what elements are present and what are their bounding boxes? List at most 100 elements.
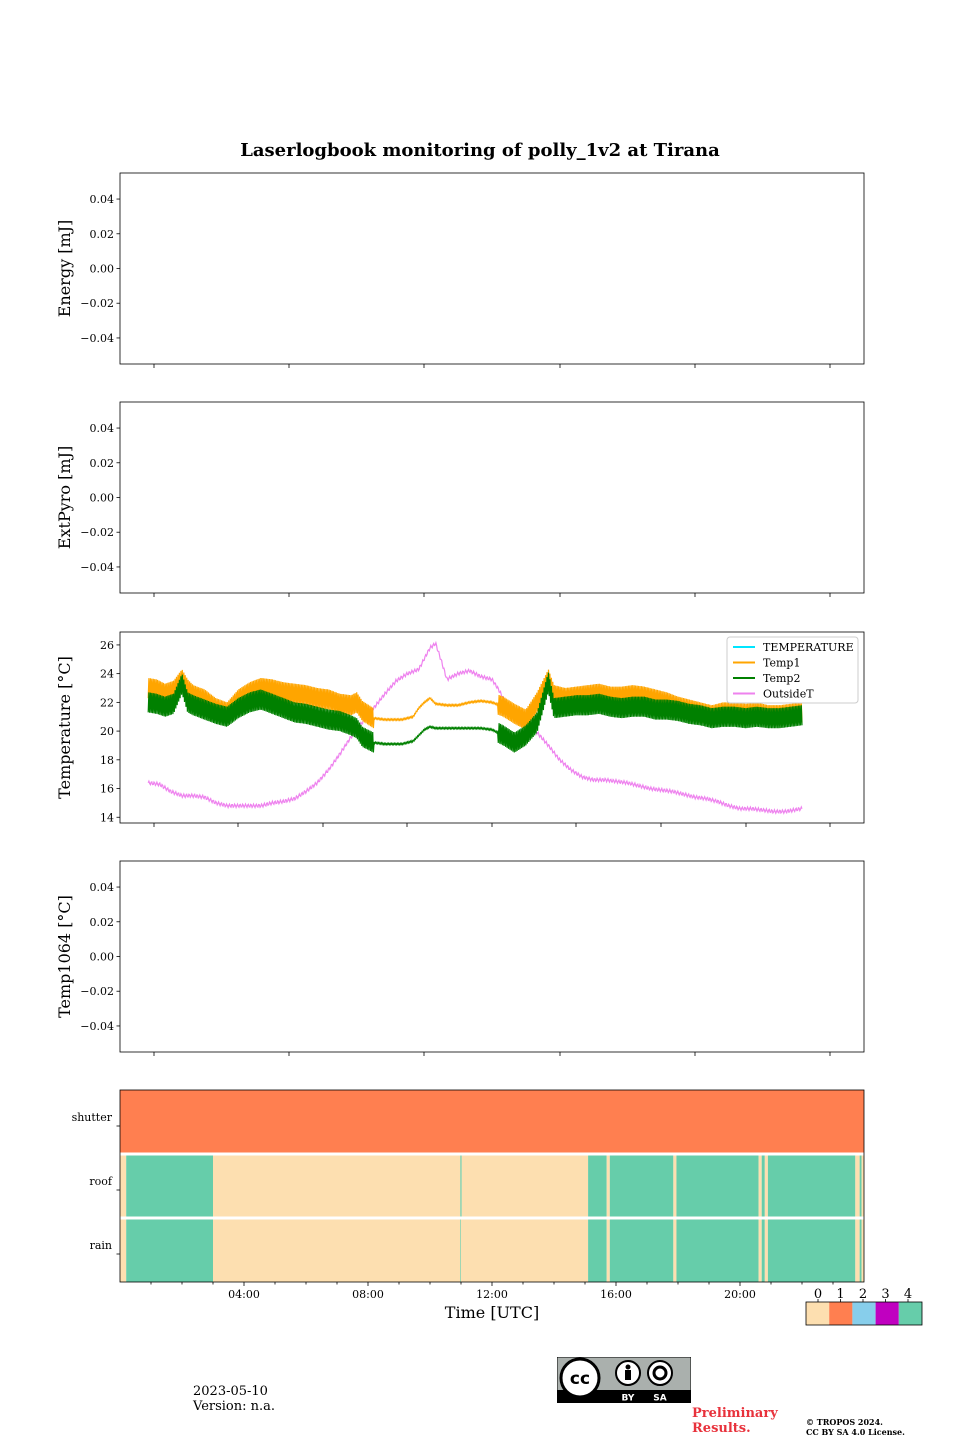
status-cell-roof [761,1154,765,1218]
status-cell-roof [764,1154,768,1218]
status-cell-roof [758,1154,762,1218]
legend-entry: Temp2 [763,672,800,685]
status-cell-rain [213,1218,461,1282]
legend-entry: OutsideT [763,688,814,701]
y-axis-label: Temp1064 [°C] [55,895,74,1018]
y-tick-label: 26 [100,639,114,652]
y-tick-label: 0.02 [90,457,115,470]
y-tick-label: −0.04 [80,561,114,574]
y-tick-label: 24 [100,668,114,681]
x-axis-label: Time [UTC] [445,1303,539,1322]
status-cell-rain [588,1218,607,1282]
status-cell-rain [460,1218,462,1282]
preliminary-line-1: Preliminary [692,1406,778,1421]
y-tick-label: 20 [100,725,114,738]
status-cell-rain [767,1218,856,1282]
y-tick-label: 18 [100,754,114,767]
status-cell-rain [606,1218,610,1282]
x-tick-label: 04:00 [228,1288,260,1301]
status-cell-rain [761,1218,765,1282]
legend-entry: TEMPERATURE [763,641,854,654]
x-tick-label: 16:00 [600,1288,632,1301]
status-cell-rain [676,1218,759,1282]
y-tick-label: 16 [100,783,114,796]
copyright-note: © TROPOS 2024. CC BY SA 4.0 License. [806,1417,905,1437]
status-cell-rain [461,1218,589,1282]
y-axis-label: Energy [mJ] [55,220,74,318]
colorbar-swatch [806,1302,830,1325]
preliminary-note: Preliminary Results. [692,1406,778,1436]
status-cell-rain [126,1218,213,1282]
series-outsidet [147,640,803,815]
row-label-roof: roof [89,1175,113,1188]
status-cell-rain [859,1218,862,1282]
status-cell-roof [861,1154,864,1218]
status-cell-roof [676,1154,759,1218]
colorbar-swatch [852,1302,876,1325]
status-cell-roof [120,1154,127,1218]
y-tick-label: −0.02 [80,985,114,998]
copyright-line-2: CC BY SA 4.0 License. [806,1427,905,1437]
status-cell-roof [461,1154,589,1218]
y-tick-label: −0.02 [80,297,114,310]
colorbar-label: 0 [814,1287,822,1302]
status-cell-rain [861,1218,864,1282]
status-panel: shutter roof rain 04:00 08:00 12:00 16:00 20:00… [72,1089,923,1326]
series-temp2 [147,672,803,753]
status-cell-roof [588,1154,607,1218]
status-cell-roof [609,1154,674,1218]
y-tick-label: 22 [100,696,114,709]
status-cell-rain [609,1218,674,1282]
energy-panel: 0.04 0.02 0.00 −0.02 −0.04 Energy [mJ] [55,172,865,368]
status-cell-roof [460,1154,462,1218]
colorbar-swatch [898,1302,922,1325]
y-tick-label: 0.02 [90,228,115,241]
colorbar-label: 4 [904,1287,912,1302]
cc-license-badge: cc BY SA [557,1357,691,1403]
status-cell-roof [767,1154,856,1218]
copyright-line-1: © TROPOS 2024. [806,1417,883,1427]
status-cell-rain [855,1218,860,1282]
status-cell-rain [764,1218,768,1282]
status-cell-rain [758,1218,762,1282]
by-label: BY [622,1394,635,1404]
y-tick-label: 0.04 [90,193,115,206]
status-cell-roof [126,1154,213,1218]
colorbar-frame [805,1301,923,1326]
preliminary-line-2: Results. [692,1421,751,1436]
colorbar-swatch [829,1302,853,1325]
y-tick-label: 0.00 [90,492,115,505]
y-axis-label: ExtPyro [mJ] [55,446,74,549]
y-tick-label: −0.02 [80,526,114,539]
status-cell-roof [855,1154,860,1218]
temperature-panel: 14 16 18 20 22 24 26 Temperature [°C] TEMPERATUR… [55,631,865,827]
y-tick-label: 0.00 [90,263,115,276]
panel-frame [119,631,865,824]
cc-icon [559,1357,601,1399]
legend-entry: Temp1 [763,657,800,670]
status-cell-roof [673,1154,677,1218]
row-label-shutter: shutter [72,1111,113,1124]
y-tick-label: 0.00 [90,951,115,964]
colorbar-label: 1 [836,1287,844,1302]
colorbar-label: 2 [859,1287,867,1302]
legend [726,636,859,704]
y-tick-label: 0.04 [90,422,115,435]
colorbar-swatch [875,1302,899,1325]
y-tick-label: 14 [100,811,114,824]
footer-version: Version: n.a. [193,1399,276,1414]
panel-frame [119,401,865,594]
status-cell-roof [606,1154,610,1218]
status-cell-rain [120,1218,127,1282]
y-tick-label: 0.02 [90,916,115,929]
y-tick-label: −0.04 [80,1020,114,1033]
extpyro-panel: 0.04 0.02 0.00 −0.02 −0.04 ExtPyro [mJ] [55,401,865,597]
sa-label: SA [653,1394,666,1404]
y-tick-label: 0.04 [90,881,115,894]
x-tick-label: 08:00 [352,1288,384,1301]
cc-text: cc [570,1369,590,1389]
panel-frame [119,860,865,1053]
status-cell-roof [859,1154,862,1218]
x-tick-label: 12:00 [476,1288,508,1301]
